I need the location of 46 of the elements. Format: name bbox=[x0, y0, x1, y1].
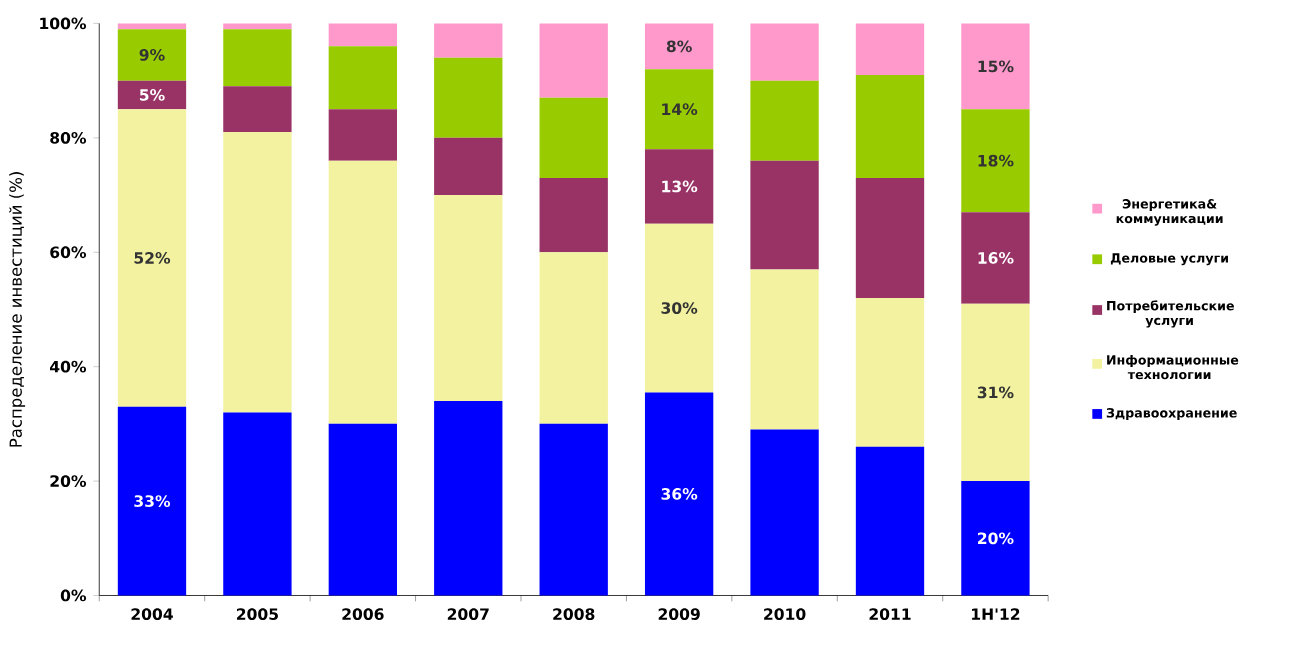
bar bbox=[644, 69, 714, 150]
bar bbox=[855, 177, 925, 299]
bar bbox=[750, 80, 819, 161]
bar bbox=[328, 423, 398, 596]
bar bbox=[855, 446, 925, 596]
bar bbox=[750, 269, 819, 430]
bar bbox=[855, 74, 925, 178]
bar bbox=[961, 303, 1030, 482]
bar bbox=[328, 109, 398, 161]
bar bbox=[961, 212, 1030, 304]
bar bbox=[223, 86, 292, 133]
bar bbox=[750, 23, 819, 81]
bar bbox=[328, 160, 398, 424]
bar bbox=[117, 406, 187, 596]
bar bbox=[644, 223, 714, 393]
bar bbox=[434, 23, 503, 58]
bar bbox=[434, 400, 503, 596]
bar bbox=[855, 23, 925, 75]
bar bbox=[961, 109, 1030, 213]
bar bbox=[117, 80, 187, 110]
bar bbox=[117, 109, 187, 407]
bar bbox=[961, 481, 1030, 596]
bar bbox=[961, 23, 1030, 110]
y-axis-title: Распределение инвестиций (%) bbox=[9, 172, 26, 447]
bar bbox=[750, 429, 819, 596]
bar bbox=[223, 132, 292, 413]
bar bbox=[855, 298, 925, 447]
bar bbox=[223, 23, 292, 30]
bar bbox=[434, 137, 503, 196]
bar bbox=[539, 177, 608, 253]
bar bbox=[750, 160, 819, 270]
bar bbox=[117, 23, 187, 30]
bar bbox=[328, 46, 398, 110]
bar bbox=[539, 252, 608, 424]
bar bbox=[539, 23, 608, 98]
bar bbox=[117, 29, 187, 81]
bar bbox=[223, 412, 292, 596]
bar bbox=[539, 97, 608, 178]
bar bbox=[328, 23, 398, 47]
bar bbox=[644, 392, 714, 596]
bar bbox=[434, 57, 503, 138]
bar bbox=[434, 195, 503, 401]
bar bbox=[539, 423, 608, 596]
bar bbox=[644, 23, 714, 70]
bar bbox=[223, 29, 292, 87]
bar bbox=[644, 149, 714, 224]
